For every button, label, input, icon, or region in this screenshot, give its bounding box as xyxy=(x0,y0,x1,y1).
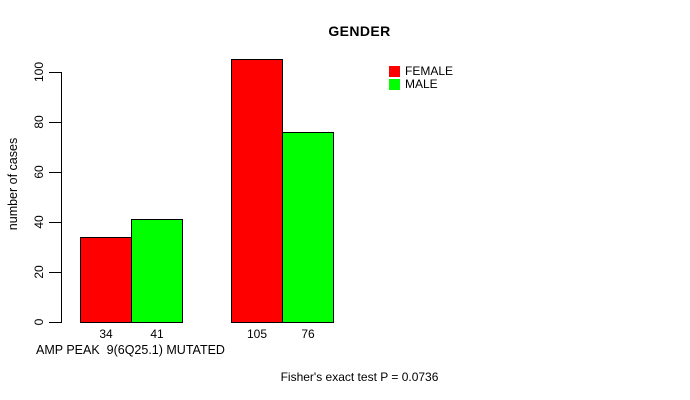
bar-value-label: 105 xyxy=(246,327,268,341)
y-axis-tick xyxy=(49,72,61,73)
y-tick-label: 80 xyxy=(32,115,46,129)
bar-female-group1 xyxy=(80,237,132,323)
chart-title: GENDER xyxy=(328,23,391,39)
male-color-swatch xyxy=(389,78,400,90)
y-tick-label: 60 xyxy=(32,165,46,179)
female-color-swatch xyxy=(389,65,400,77)
legend: FEMALE MALE xyxy=(389,64,454,91)
fisher-test-annotation: Fisher's exact test P = 0.0736 xyxy=(280,370,439,384)
legend-item-female: FEMALE xyxy=(389,64,454,78)
bar-value-label: 76 xyxy=(301,327,315,341)
y-axis-line xyxy=(61,72,62,323)
y-tick-label: 20 xyxy=(32,265,46,279)
bar-value-label: 34 xyxy=(99,327,113,341)
bar-value-label: 41 xyxy=(150,327,164,341)
bar-male-group2 xyxy=(282,132,334,323)
y-axis-tick xyxy=(49,122,61,123)
y-axis-tick xyxy=(49,172,61,173)
y-axis-label: number of cases xyxy=(6,137,20,231)
legend-label-female: FEMALE xyxy=(405,64,454,78)
y-axis-tick xyxy=(49,272,61,273)
y-tick-label: 0 xyxy=(32,318,46,326)
x-axis-caption: AMP PEAK 9(6Q25.1) MUTATED xyxy=(36,343,225,357)
y-tick-label: 100 xyxy=(32,61,46,83)
bar-male-group1 xyxy=(131,219,183,323)
y-tick-label: 40 xyxy=(32,215,46,229)
legend-label-male: MALE xyxy=(405,77,438,91)
y-axis-tick xyxy=(49,322,61,323)
legend-item-male: MALE xyxy=(389,77,453,91)
bar-female-group2 xyxy=(231,59,283,323)
y-axis-tick xyxy=(49,222,61,223)
